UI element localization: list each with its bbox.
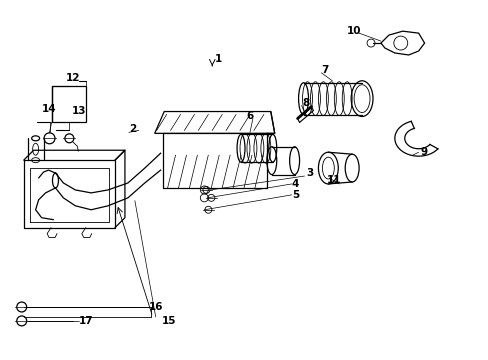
Text: 2: 2 — [129, 125, 136, 134]
Text: 15: 15 — [161, 316, 176, 326]
Text: 1: 1 — [214, 54, 222, 64]
Text: 10: 10 — [346, 26, 361, 36]
Text: 9: 9 — [419, 147, 427, 157]
Text: 16: 16 — [148, 302, 163, 312]
Text: 4: 4 — [291, 179, 299, 189]
Text: 7: 7 — [321, 65, 328, 75]
Text: 3: 3 — [305, 168, 312, 178]
Text: 11: 11 — [326, 175, 341, 185]
Text: 5: 5 — [291, 190, 299, 200]
Text: 12: 12 — [66, 73, 81, 83]
Text: 13: 13 — [72, 105, 86, 116]
Text: 17: 17 — [79, 316, 93, 326]
Text: 14: 14 — [42, 104, 57, 113]
Text: 6: 6 — [246, 111, 253, 121]
Text: 8: 8 — [301, 98, 308, 108]
